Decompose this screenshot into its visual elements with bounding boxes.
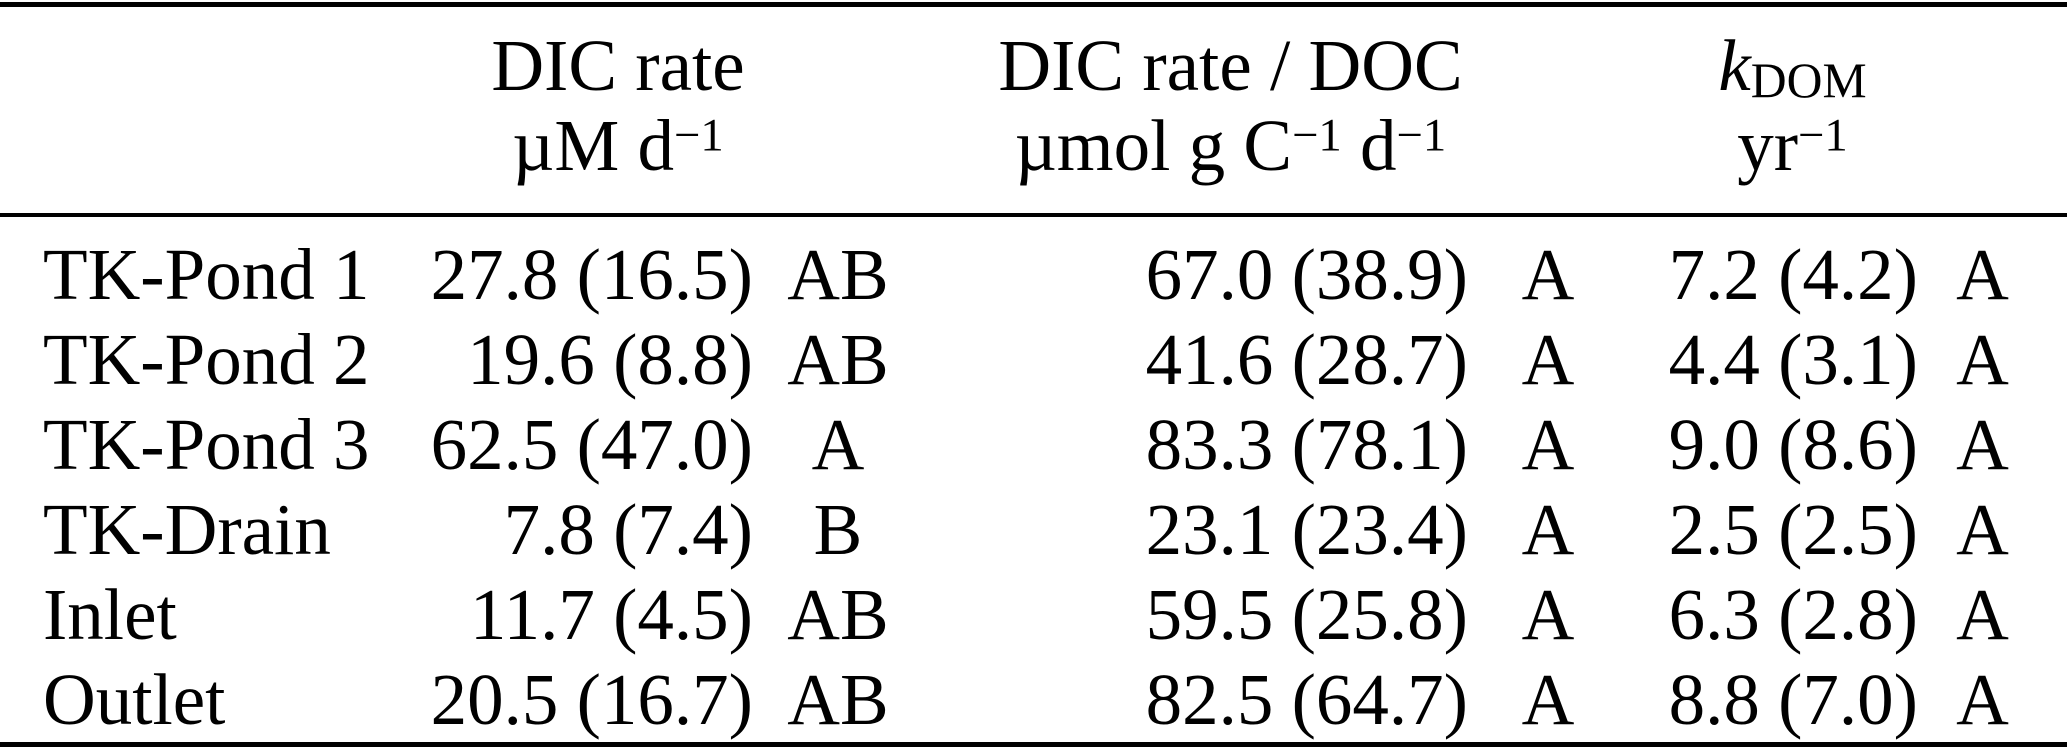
table-top-rule <box>0 2 2067 7</box>
kdom-value: 9.0 (8.6) <box>1668 404 1918 485</box>
dic-rate-value: 62.5 (47.0) <box>430 404 753 485</box>
dic-doc-group: A <box>1521 574 1575 655</box>
row-label: TK-Drain <box>43 489 331 570</box>
dic-rate-group: AB <box>787 574 889 655</box>
kdom-group: A <box>1956 319 2009 400</box>
header-unit-dic-rate-per-doc: µmol g C−1 d−1 <box>1014 105 1447 186</box>
dic-doc-group: A <box>1521 489 1575 570</box>
kdom-value: 4.4 (3.1) <box>1668 319 1918 400</box>
superscript-exponent: −1 <box>1798 109 1848 162</box>
dic-doc-group: A <box>1521 659 1575 740</box>
table-header-rule <box>0 213 2067 217</box>
header-unit-dic-rate: µM d−1 <box>512 105 724 186</box>
dic-rate-group: B <box>813 489 863 570</box>
kdom-value: 8.8 (7.0) <box>1668 659 1918 740</box>
dic-rate-value: 11.7 (4.5) <box>469 574 753 655</box>
header-unit-kdom: yr−1 <box>1737 105 1848 186</box>
dic-rate-group: AB <box>787 234 889 315</box>
dic-rate-value: 19.6 (8.8) <box>467 319 753 400</box>
superscript-exponent: −1 <box>1396 109 1447 162</box>
dic-doc-value: 23.1 (23.4) <box>1145 489 1468 570</box>
kdom-group: A <box>1956 659 2009 740</box>
dic-doc-group: A <box>1521 404 1575 485</box>
kdom-group: A <box>1956 574 2009 655</box>
dic-rate-group: AB <box>787 319 889 400</box>
dic-doc-value: 82.5 (64.7) <box>1145 659 1468 740</box>
dic-doc-group: A <box>1521 319 1575 400</box>
superscript-exponent: −1 <box>1292 109 1342 162</box>
dic-doc-value: 59.5 (25.8) <box>1145 574 1468 655</box>
header-title-dic-rate-per-doc: DIC rate / DOC <box>998 25 1463 106</box>
kdom-group: A <box>1956 234 2009 315</box>
dic-rate-group: A <box>811 404 865 485</box>
table-bottom-rule <box>0 742 2067 747</box>
header-group-kdom: kDOM yr−1 <box>1628 26 2047 186</box>
kdom-symbol: k <box>1718 25 1751 106</box>
table-body: TK-Pond 1 27.8 (16.5) AB 67.0 (38.9) A 7… <box>0 232 2067 742</box>
header-group-dic-rate: DIC rate µM d−1 <box>403 26 923 186</box>
row-label: Inlet <box>43 574 177 655</box>
dic-doc-group: A <box>1521 234 1575 315</box>
table-header: DIC rate µM d−1 DIC rate / DOC µmol g C−… <box>0 26 2067 186</box>
row-label: Outlet <box>43 659 226 740</box>
row-label: TK-Pond 1 <box>43 234 370 315</box>
kdom-value: 2.5 (2.5) <box>1668 489 1918 570</box>
kdom-value: 7.2 (4.2) <box>1668 234 1918 315</box>
dic-rate-group: AB <box>787 659 889 740</box>
kdom-value: 6.3 (2.8) <box>1668 574 1918 655</box>
kdom-group: A <box>1956 404 2009 485</box>
dic-rate-value: 7.8 (7.4) <box>503 489 753 570</box>
row-label: TK-Pond 2 <box>43 319 370 400</box>
superscript-exponent: −1 <box>674 109 724 162</box>
kdom-subscript: DOM <box>1750 52 1867 108</box>
header-title-dic-rate: DIC rate <box>491 25 745 106</box>
header-title-kdom: kDOM <box>1628 26 1957 106</box>
header-group-dic-rate-per-doc: DIC rate / DOC µmol g C−1 d−1 <box>923 26 1628 186</box>
dic-rate-value: 27.8 (16.5) <box>430 234 753 315</box>
row-label: TK-Pond 3 <box>43 404 370 485</box>
kdom-group: A <box>1956 489 2009 570</box>
dic-rate-value: 20.5 (16.7) <box>430 659 753 740</box>
dic-doc-value: 83.3 (78.1) <box>1145 404 1468 485</box>
dic-doc-value: 41.6 (28.7) <box>1145 319 1468 400</box>
dic-doc-value: 67.0 (38.9) <box>1145 234 1468 315</box>
